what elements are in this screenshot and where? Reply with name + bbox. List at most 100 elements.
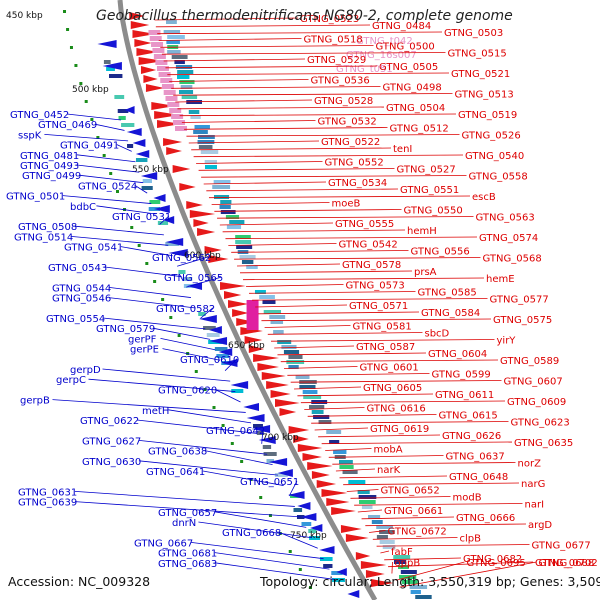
gene-connector xyxy=(211,202,330,205)
feature-block xyxy=(190,115,201,119)
gene-connector xyxy=(188,140,320,144)
feature-block xyxy=(348,480,366,484)
feature-block xyxy=(393,560,407,564)
left-gene-label: GTNG_0667 xyxy=(134,538,193,549)
gene-connector xyxy=(161,52,446,55)
feature-block xyxy=(204,165,218,169)
gene-connector xyxy=(200,307,214,319)
feature-block xyxy=(262,300,276,304)
rna-feature xyxy=(167,102,180,107)
forward-cds-arrow xyxy=(197,228,216,236)
feature-block xyxy=(293,508,303,512)
forward-cds-arrow xyxy=(208,255,229,263)
gene-connector xyxy=(318,434,441,438)
feature-block xyxy=(163,30,181,34)
left-gene-label: GTNG_0562 xyxy=(152,253,211,264)
gene-connector xyxy=(204,450,273,466)
right-gene-label: GTNG_0504 xyxy=(386,103,445,114)
right-gene-label: GTNG_0563 xyxy=(476,213,535,224)
rna-feature xyxy=(158,72,171,77)
gene-connector xyxy=(361,516,455,520)
forward-cds-arrow xyxy=(134,39,152,47)
left-gene-label: GTNG_0622 xyxy=(80,416,139,427)
left-gene-label: GTNG_0627 xyxy=(82,436,141,447)
gene-connector xyxy=(70,236,169,246)
right-gene-label: GTNG_0619 xyxy=(370,424,429,435)
gene-connector xyxy=(222,229,406,233)
gene-connector xyxy=(181,120,316,123)
gene-connector xyxy=(290,380,502,383)
right-gene-label: GTNG_0604 xyxy=(428,349,487,360)
forward-cds-arrow xyxy=(224,291,242,299)
reverse-cds-arrow xyxy=(102,62,122,70)
gene-connector xyxy=(255,304,348,308)
gene-connector xyxy=(201,175,467,178)
feature-block xyxy=(295,375,310,379)
gene-connector xyxy=(136,419,257,434)
forward-cds-arrow xyxy=(228,300,249,308)
forward-cds-arrow xyxy=(157,120,181,128)
forward-cds-arrow xyxy=(166,147,182,155)
gene-connector xyxy=(76,164,140,173)
feature-block xyxy=(200,150,219,154)
right-gene-label: GTNG_0518 xyxy=(304,35,363,46)
gene-connector xyxy=(217,216,474,219)
feature-block xyxy=(197,140,215,144)
feature-block xyxy=(311,400,328,404)
reverse-cds-arrow xyxy=(126,128,142,136)
right-gene-label: GTNG_0635 xyxy=(514,438,573,449)
feature-block xyxy=(262,445,272,449)
rna-feature xyxy=(171,114,184,119)
feature-block xyxy=(226,225,242,229)
forward-cds-arrow xyxy=(293,435,309,443)
gene-connector xyxy=(191,147,392,151)
rna-feature xyxy=(155,60,168,65)
left-gene-label: GTNG_0579 xyxy=(96,324,155,335)
right-gene-label: GTNG_0532 xyxy=(318,117,377,128)
feature-block xyxy=(225,215,240,219)
gene-connector xyxy=(354,503,523,506)
gene-connector xyxy=(165,65,378,69)
right-gene-label: GTNG_0677 xyxy=(532,541,591,552)
tick-mark xyxy=(109,172,113,175)
right-gene-label: fabF xyxy=(391,547,413,558)
reverse-cds-arrow xyxy=(336,568,347,576)
reverse-cds-arrow xyxy=(124,106,135,114)
gene-connector xyxy=(206,188,399,192)
forward-cds-arrow xyxy=(275,399,300,407)
gene-connector xyxy=(44,134,129,142)
reverse-cds-arrow xyxy=(300,513,317,521)
right-gene-label: GTNG_0584 xyxy=(421,308,480,319)
gene-connector xyxy=(160,45,374,48)
right-gene-label: GTNG_0688 xyxy=(535,558,594,569)
forward-cds-arrow xyxy=(172,165,191,173)
gene-connector xyxy=(287,373,430,376)
right-gene-label: hemE xyxy=(486,274,515,285)
reverse-cds-arrow xyxy=(209,337,228,345)
feature-block xyxy=(141,186,153,190)
feature-block xyxy=(326,430,342,434)
rna-feature xyxy=(151,42,164,47)
reverse-cds-arrow xyxy=(140,172,158,180)
gene-connector xyxy=(169,79,309,82)
feature-block xyxy=(376,535,388,539)
right-gene-label: GTNG_0536 xyxy=(311,76,370,87)
rna-feature xyxy=(246,300,259,330)
forward-cds-arrow xyxy=(331,507,356,515)
left-gene-label: GTNG_0657 xyxy=(158,508,217,519)
left-gene-label: GTNG_0541 xyxy=(64,243,123,254)
feature-block xyxy=(357,490,370,494)
right-gene-label: GTNG_0571 xyxy=(349,301,408,312)
feature-block xyxy=(188,110,200,114)
forward-cds-arrow xyxy=(316,480,337,488)
forward-cds-arrow xyxy=(307,462,333,470)
feature-block xyxy=(398,565,409,569)
feature-block xyxy=(175,65,193,69)
right-gene-label: escB xyxy=(472,192,496,203)
gene-connector xyxy=(158,38,302,41)
forward-cds-arrow xyxy=(311,471,330,479)
feature-block xyxy=(382,545,396,549)
right-gene-label: GTNG_0611 xyxy=(435,390,494,401)
left-gene-label: GTNG_0681 xyxy=(158,549,217,560)
right-gene-label: mobA xyxy=(374,445,403,456)
